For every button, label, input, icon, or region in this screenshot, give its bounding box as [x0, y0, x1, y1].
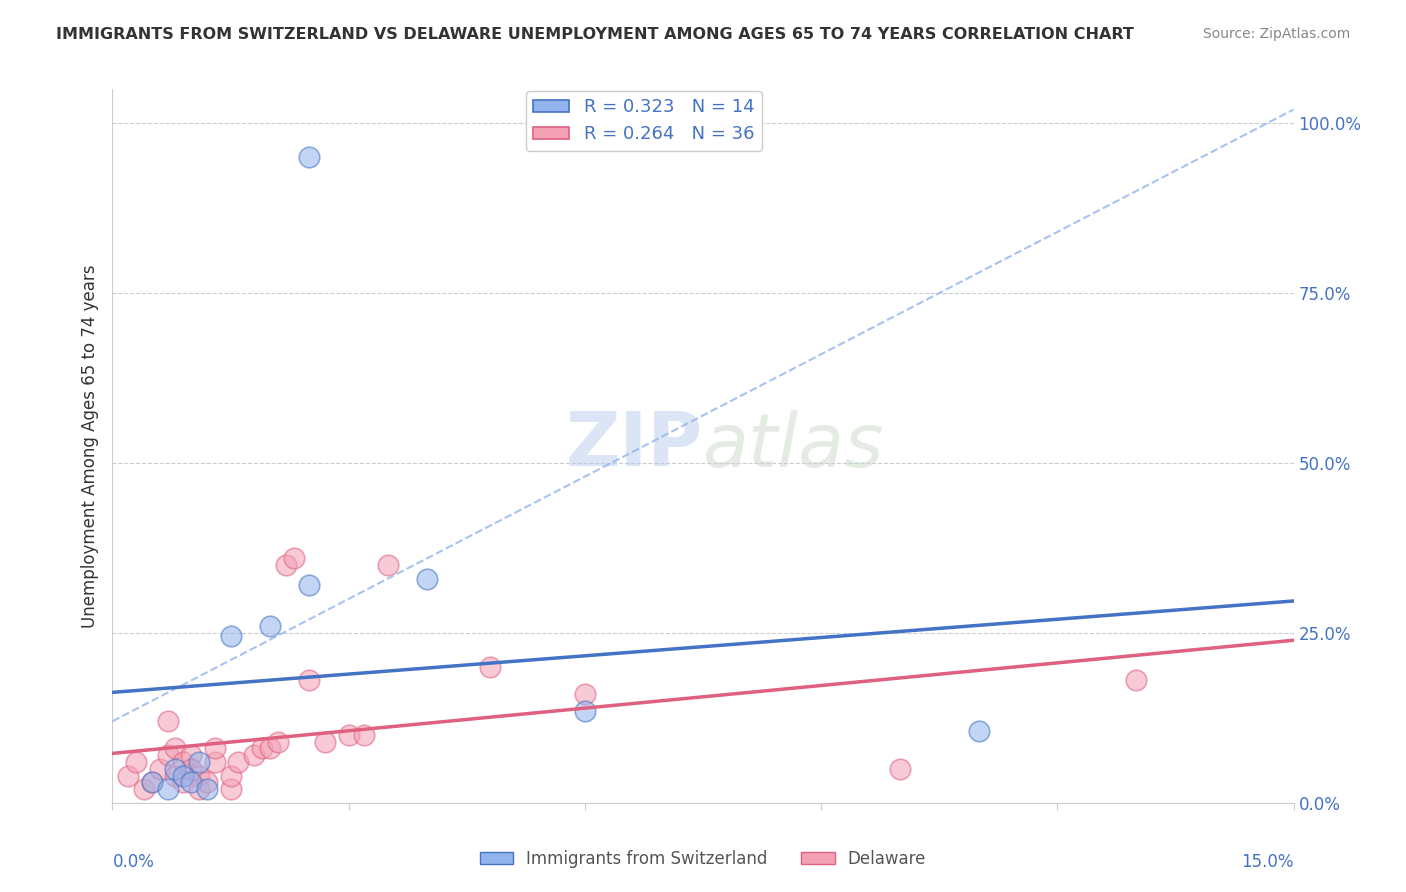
Point: [132, 782, 155, 797]
Point: [141, 775, 163, 789]
Point: [156, 782, 179, 797]
Point: [259, 619, 281, 633]
Point: [180, 748, 202, 763]
Point: [180, 762, 202, 776]
Point: [283, 551, 305, 566]
Point: [141, 775, 163, 789]
Point: [172, 755, 194, 769]
Point: [1125, 673, 1147, 688]
Point: [165, 769, 187, 783]
Point: [149, 762, 172, 776]
Point: [274, 558, 297, 572]
Text: IMMIGRANTS FROM SWITZERLAND VS DELAWARE UNEMPLOYMENT AMONG AGES 65 TO 74 YEARS C: IMMIGRANTS FROM SWITZERLAND VS DELAWARE …: [56, 27, 1135, 42]
Point: [250, 741, 273, 756]
Point: [165, 741, 187, 756]
Point: [314, 734, 336, 748]
Point: [219, 769, 242, 783]
Point: [298, 578, 321, 592]
Point: [165, 762, 187, 776]
Legend: R = 0.323   N = 14, R = 0.264   N = 36: R = 0.323 N = 14, R = 0.264 N = 36: [526, 91, 762, 151]
Point: [156, 748, 179, 763]
Point: [117, 769, 139, 783]
Point: [337, 728, 360, 742]
Point: [377, 558, 399, 572]
Point: [243, 748, 266, 763]
Point: [967, 724, 990, 739]
Point: [574, 704, 596, 718]
Point: [204, 755, 226, 769]
Point: [188, 755, 211, 769]
Legend: Immigrants from Switzerland, Delaware: Immigrants from Switzerland, Delaware: [474, 844, 932, 875]
Point: [574, 687, 596, 701]
Text: 0.0%: 0.0%: [112, 853, 155, 871]
Point: [298, 673, 321, 688]
Point: [889, 762, 911, 776]
Point: [353, 728, 375, 742]
Point: [195, 782, 218, 797]
Text: atlas: atlas: [703, 410, 884, 482]
Point: [180, 775, 202, 789]
Point: [479, 660, 502, 674]
Point: [219, 782, 242, 797]
Point: [298, 150, 321, 164]
Point: [188, 782, 211, 797]
Point: [204, 741, 226, 756]
Y-axis label: Unemployment Among Ages 65 to 74 years: Unemployment Among Ages 65 to 74 years: [80, 264, 98, 628]
Point: [125, 755, 148, 769]
Text: ZIP: ZIP: [565, 409, 703, 483]
Point: [267, 734, 290, 748]
Text: 15.0%: 15.0%: [1241, 853, 1294, 871]
Point: [195, 775, 218, 789]
Point: [416, 572, 439, 586]
Point: [259, 741, 281, 756]
Point: [156, 714, 179, 729]
Point: [188, 769, 211, 783]
Text: Source: ZipAtlas.com: Source: ZipAtlas.com: [1202, 27, 1350, 41]
Point: [228, 755, 250, 769]
Point: [172, 775, 194, 789]
Point: [172, 769, 194, 783]
Point: [219, 629, 242, 643]
